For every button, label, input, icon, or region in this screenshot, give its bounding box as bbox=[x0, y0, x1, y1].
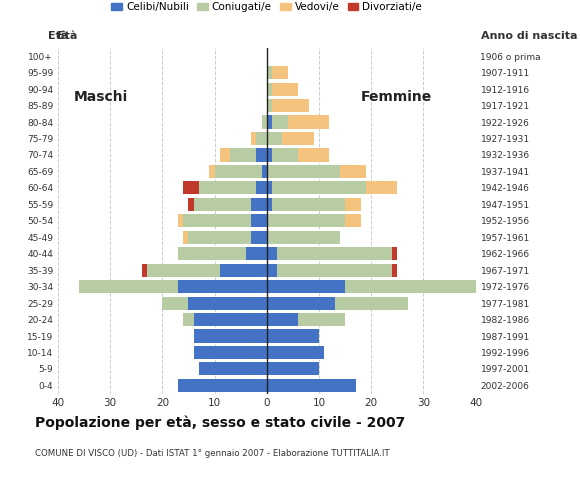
Bar bbox=[267, 66, 272, 79]
Bar bbox=[267, 231, 340, 244]
Bar bbox=[267, 116, 272, 129]
Bar bbox=[178, 247, 246, 260]
Bar bbox=[272, 99, 309, 112]
Bar bbox=[251, 198, 267, 211]
Legend: Celibi/Nubili, Coniugati/e, Vedovi/e, Divorziati/e: Celibi/Nubili, Coniugati/e, Vedovi/e, Di… bbox=[107, 0, 426, 16]
Bar bbox=[183, 181, 199, 194]
Bar bbox=[366, 181, 397, 194]
Bar bbox=[251, 231, 267, 244]
Bar bbox=[267, 280, 345, 293]
Bar bbox=[220, 148, 230, 162]
Bar bbox=[262, 165, 267, 178]
Bar bbox=[162, 297, 188, 310]
Bar bbox=[251, 214, 267, 228]
Bar bbox=[79, 280, 178, 293]
Bar bbox=[178, 280, 267, 293]
Bar bbox=[267, 165, 340, 178]
Text: Anno di nascita: Anno di nascita bbox=[481, 31, 577, 41]
Bar bbox=[392, 247, 397, 260]
Bar bbox=[267, 214, 345, 228]
Bar bbox=[230, 148, 256, 162]
Bar bbox=[267, 329, 319, 343]
Bar bbox=[194, 198, 251, 211]
Bar bbox=[267, 346, 324, 359]
Text: Femmine: Femmine bbox=[361, 90, 432, 104]
Bar bbox=[267, 379, 356, 392]
Bar bbox=[188, 231, 251, 244]
Bar bbox=[267, 313, 298, 326]
Text: COMUNE DI VISCO (UD) - Dati ISTAT 1° gennaio 2007 - Elaborazione TUTTITALIA.IT: COMUNE DI VISCO (UD) - Dati ISTAT 1° gen… bbox=[35, 449, 389, 458]
Bar bbox=[277, 247, 392, 260]
Bar bbox=[183, 313, 194, 326]
Bar bbox=[335, 297, 408, 310]
Bar bbox=[272, 198, 345, 211]
Bar bbox=[262, 116, 267, 129]
Bar bbox=[288, 116, 329, 129]
Bar bbox=[267, 198, 272, 211]
Bar bbox=[199, 181, 256, 194]
Bar bbox=[267, 297, 335, 310]
Bar bbox=[183, 214, 251, 228]
Bar bbox=[194, 346, 267, 359]
Bar bbox=[298, 313, 345, 326]
Bar bbox=[188, 198, 194, 211]
Bar bbox=[267, 132, 282, 145]
Bar bbox=[345, 214, 361, 228]
Bar bbox=[267, 264, 277, 277]
Bar bbox=[194, 313, 267, 326]
Bar bbox=[220, 264, 267, 277]
Bar bbox=[267, 148, 272, 162]
Bar bbox=[345, 198, 361, 211]
Bar bbox=[267, 99, 272, 112]
Bar bbox=[256, 148, 267, 162]
Bar bbox=[246, 247, 267, 260]
Bar bbox=[476, 280, 481, 293]
Text: Popolazione per età, sesso e stato civile - 2007: Popolazione per età, sesso e stato civil… bbox=[35, 415, 405, 430]
Bar bbox=[282, 132, 314, 145]
Bar bbox=[199, 362, 267, 375]
Text: Età: Età bbox=[57, 31, 77, 41]
Bar bbox=[194, 329, 267, 343]
Bar bbox=[340, 165, 366, 178]
Bar bbox=[272, 181, 366, 194]
Bar bbox=[215, 165, 262, 178]
Bar bbox=[183, 231, 188, 244]
Bar bbox=[178, 379, 267, 392]
Bar bbox=[345, 280, 476, 293]
Bar bbox=[272, 116, 288, 129]
Bar bbox=[256, 181, 267, 194]
Bar bbox=[147, 264, 220, 277]
Bar bbox=[392, 264, 397, 277]
Bar bbox=[267, 83, 272, 96]
Bar bbox=[277, 264, 392, 277]
Bar bbox=[298, 148, 329, 162]
Bar bbox=[142, 264, 147, 277]
Text: Maschi: Maschi bbox=[74, 90, 128, 104]
Bar bbox=[267, 362, 319, 375]
Text: Età: Età bbox=[48, 32, 68, 41]
Bar bbox=[272, 83, 298, 96]
Bar bbox=[272, 66, 288, 79]
Bar bbox=[267, 247, 277, 260]
Bar bbox=[188, 297, 267, 310]
Bar bbox=[209, 165, 215, 178]
Bar bbox=[178, 214, 183, 228]
Bar bbox=[272, 148, 298, 162]
Bar bbox=[267, 181, 272, 194]
Bar bbox=[251, 132, 256, 145]
Bar bbox=[256, 132, 267, 145]
